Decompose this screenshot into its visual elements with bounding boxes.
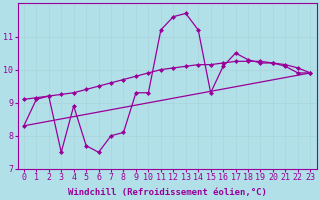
X-axis label: Windchill (Refroidissement éolien,°C): Windchill (Refroidissement éolien,°C) — [68, 188, 267, 197]
